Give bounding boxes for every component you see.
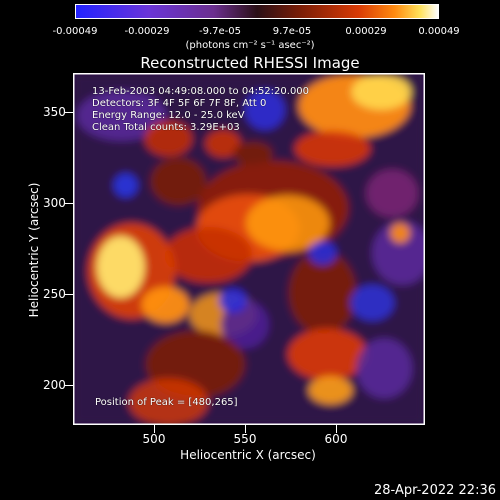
x-tick: [245, 425, 246, 433]
y-tick: [65, 294, 73, 295]
y-tick-label: 300: [43, 196, 66, 210]
x-axis-label: Heliocentric X (arcsec): [180, 448, 316, 462]
y-tick-label: 250: [43, 287, 66, 301]
timestamp: 28-Apr-2022 22:36: [374, 483, 496, 498]
colorbar-tick-label: 0.00029: [345, 26, 387, 37]
x-tick: [154, 425, 155, 433]
y-tick-label: 200: [43, 378, 66, 392]
y-tick-label: 350: [43, 105, 66, 119]
image-info: 13-Feb-2003 04:49:08.000 to 04:52:20.000…: [92, 86, 309, 134]
x-tick-label: 550: [233, 432, 257, 446]
y-axis-label: Heliocentric Y (arcsec): [27, 182, 41, 318]
x-tick-label: 500: [142, 432, 166, 446]
colorbar-unit-label: (photons cm⁻² s⁻¹ asec⁻²): [185, 40, 315, 51]
y-tick: [65, 203, 73, 204]
rhessi-heatmap: [74, 74, 424, 424]
info-line-counts: Clean Total counts: 3.29E+03: [92, 122, 240, 133]
info-line-detectors: Detectors: 3F 4F 5F 6F 7F 8F, Att 0: [92, 98, 267, 109]
info-line-energy: Energy Range: 12.0 - 25.0 keV: [92, 110, 245, 121]
info-line-time: 13-Feb-2003 04:49:08.000 to 04:52:20.000: [92, 86, 310, 97]
rhessi-image-plot: [73, 73, 425, 425]
image-title: Reconstructed RHESSI Image: [140, 54, 360, 72]
colorbar-tick-label: 0.00049: [418, 26, 460, 37]
y-tick: [65, 385, 73, 386]
y-tick: [65, 112, 73, 113]
x-tick: [336, 425, 337, 433]
x-tick-label: 600: [324, 432, 348, 446]
colorbar-tick-label: -0.00049: [52, 26, 98, 37]
colorbar-tick-label: -9.7e-05: [199, 26, 241, 37]
peak-position: Position of Peak = [480,265]: [95, 397, 238, 408]
colorbar-tick-label: -0.00029: [124, 26, 170, 37]
colorbar: [75, 4, 439, 19]
colorbar-tick-label: 9.7e-05: [272, 26, 312, 37]
